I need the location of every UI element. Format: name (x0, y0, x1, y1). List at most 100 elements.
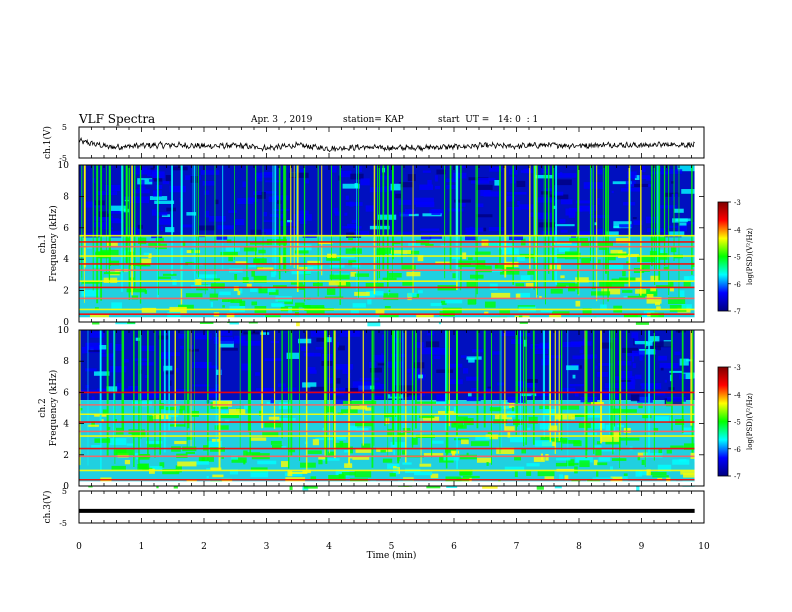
spec1-noise-patch (388, 272, 402, 278)
spec1-noise-patch (143, 252, 150, 256)
spec1-noise-patch (646, 296, 662, 304)
spec1-noise-patch (299, 218, 307, 224)
spec2-noise-patch (595, 449, 602, 456)
spec2-noise-patch (639, 354, 643, 361)
spec1-noise-patch (299, 266, 314, 270)
spec2-noise-patch (680, 470, 695, 475)
spec2-noise-patch (208, 391, 222, 398)
spec1-noise-patch (499, 308, 511, 316)
spec1-noise-patch (294, 250, 309, 254)
spec1-noise-patch (452, 273, 459, 279)
spec2-noise-patch (559, 474, 564, 481)
spec2-noise-patch (562, 440, 581, 444)
spec2-noise-patch (179, 404, 185, 411)
spec2-noise-patch (287, 470, 293, 477)
spec2-noise-patch (302, 382, 317, 388)
spec1-noise-patch (610, 249, 623, 256)
x-tick-label: 7 (514, 542, 520, 552)
spec2-noise-patch (150, 466, 163, 470)
spec2-noise-patch (402, 462, 412, 465)
spec1-noise-patch (162, 180, 169, 185)
spec2-noise-patch (113, 449, 133, 456)
spec2-noise-patch (445, 448, 457, 453)
spec1-noise-patch (469, 226, 474, 234)
spec2-noise-patch (200, 365, 219, 369)
spec1-noise-patch (388, 289, 391, 292)
spec2-noise-patch (156, 485, 159, 489)
spec2-noise-patch (303, 484, 318, 489)
spec1-noise-patch (669, 281, 674, 287)
spec2-noise-patch (572, 374, 576, 379)
spec2-noise-patch (333, 364, 354, 370)
spec1-noise-patch (445, 299, 463, 304)
spec1-noise-patch (204, 274, 211, 278)
spec1-noise-patch (291, 269, 312, 275)
spec2-noise-patch (132, 388, 138, 393)
spec2-noise-patch (693, 378, 695, 384)
spec2-noise-patch (369, 395, 385, 400)
spec1-noise-patch (478, 177, 496, 181)
spec2-noise-patch (566, 459, 575, 467)
spec1-noise-patch (148, 243, 161, 248)
spec2-noise-patch (397, 478, 414, 483)
spec2-noise-patch (401, 450, 406, 455)
spec2-noise-patch (533, 349, 549, 354)
spec1-noise-patch (589, 207, 594, 215)
spec2-noise-patch (327, 451, 335, 457)
spec1-noise-patch (216, 235, 228, 240)
spec1-noise-patch (446, 184, 459, 190)
spec2-noise-patch (361, 382, 381, 386)
spec2-noise-patch (555, 462, 567, 467)
spec2-noise-patch (185, 451, 195, 454)
spec2-noise-patch (91, 445, 102, 448)
spec1-noise-patch (108, 260, 120, 266)
spec1-noise-patch (383, 293, 399, 301)
spec2-noise-patch (168, 380, 172, 386)
spec2-noise-patch (91, 396, 95, 400)
spec2-noise-patch (600, 449, 616, 452)
spec1-noise-patch (351, 219, 357, 224)
spec2-noise-patch (370, 367, 382, 373)
spec2-noise-patch (318, 456, 326, 460)
spec2-noise-patch (316, 337, 330, 342)
x-tick-label: 9 (639, 542, 645, 552)
spec1-noise-patch (199, 225, 215, 231)
spec1-noise-patch (435, 261, 452, 264)
spec1-noise-patch (398, 199, 412, 205)
spec2-noise-patch (507, 431, 511, 438)
spec2-noise-patch (643, 453, 663, 458)
spec2-noise-patch (321, 458, 340, 461)
ch3-ytick-label: -5 (59, 519, 67, 528)
spec2-noise-patch (580, 354, 597, 359)
spec1-noise-patch (354, 230, 370, 236)
spec2-ytick-label: 10 (58, 326, 70, 336)
spec1-noise-patch (605, 281, 625, 288)
spec2-noise-patch (669, 374, 673, 382)
spec1-noise-patch (210, 283, 225, 289)
spec1-noise-patch (608, 253, 628, 257)
spec2-noise-patch (258, 410, 263, 416)
spec2-noise-patch (382, 458, 393, 463)
spec2-noise-patch (492, 351, 502, 355)
spec1-noise-patch (446, 178, 457, 183)
spec1-noise-patch (425, 243, 434, 248)
spec2-noise-patch (536, 484, 544, 490)
spec1-noise-patch (162, 273, 177, 276)
spec2-noise-patch (250, 470, 269, 478)
spec2-noise-patch (634, 340, 648, 345)
spec1-noise-patch (300, 169, 304, 173)
spec2-noise-patch (683, 473, 695, 478)
spec2-ylabel-freq: Frequency (kHz) (48, 370, 59, 447)
spec2-noise-patch (366, 383, 387, 390)
spec2-noise-patch (654, 416, 669, 424)
spec1-noise-patch (408, 243, 421, 248)
spec1-noise-patch (128, 251, 134, 258)
spec1-noise-patch (467, 297, 476, 305)
spec1-noise-patch (329, 262, 345, 268)
spec2-noise-patch (336, 341, 339, 348)
spec1-noise-patch (398, 182, 414, 188)
spec1-noise-patch (683, 276, 695, 283)
colorbar1-tick-label: -7 (734, 308, 741, 316)
spec2-noise-patch (260, 332, 270, 335)
ch2-colorbar: -3 -4 -5 -6 -7 log(PSD)(V²/Hz) (717, 364, 754, 481)
